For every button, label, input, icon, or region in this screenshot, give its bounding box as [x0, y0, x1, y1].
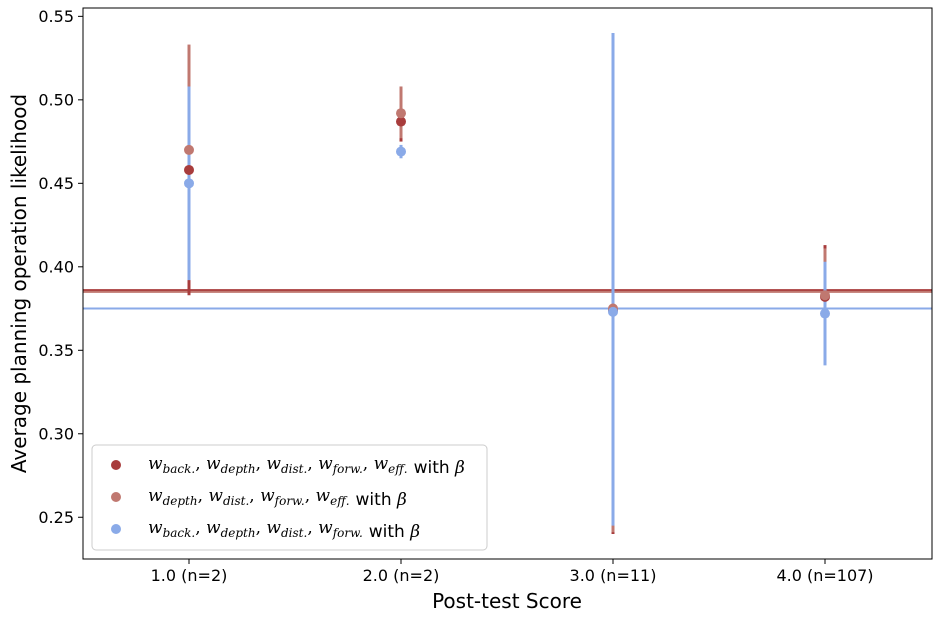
- y-tick-label: 0.50: [38, 90, 74, 109]
- legend-label: wback., wdepth, wdist., wforw., weff. wit…: [148, 454, 465, 478]
- legend-box: [91, 444, 488, 551]
- legend-marker: [111, 492, 121, 502]
- data-point: [184, 178, 194, 189]
- legend-label: wback., wdepth, wdist., wforw. with β: [148, 518, 420, 542]
- legend: wback., wdepth, wdist., wforw., weff. wit…: [91, 444, 488, 551]
- x-tick-label: 3.0 (n=11): [570, 566, 657, 585]
- data-point: [820, 290, 830, 301]
- data-point: [608, 306, 618, 317]
- plot-frame: [82, 7, 933, 560]
- data-point: [396, 108, 406, 119]
- data-point: [820, 308, 830, 319]
- legend-marker: [111, 460, 121, 470]
- data-point: [396, 116, 406, 127]
- x-axis-title: Post-test Score: [432, 589, 582, 613]
- x-tick-label: 1.0 (n=2): [151, 566, 228, 585]
- data-point: [184, 144, 194, 155]
- legend-marker: [111, 524, 121, 534]
- y-tick-label: 0.35: [38, 341, 74, 360]
- y-axis-title: Average planning operation likelihood: [7, 94, 31, 473]
- data-point: [184, 164, 194, 175]
- x-tick-label: 4.0 (n=107): [776, 566, 873, 585]
- y-tick-label: 0.55: [38, 7, 74, 26]
- y-tick-label: 0.30: [38, 424, 74, 443]
- data-point: [396, 146, 406, 157]
- y-tick-label: 0.40: [38, 257, 74, 276]
- legend-label: wdepth, wdist., wforw., weff. with β: [148, 486, 407, 510]
- x-tick-label: 2.0 (n=2): [363, 566, 440, 585]
- y-tick-label: 0.45: [38, 174, 74, 193]
- y-tick-label: 0.25: [38, 508, 74, 527]
